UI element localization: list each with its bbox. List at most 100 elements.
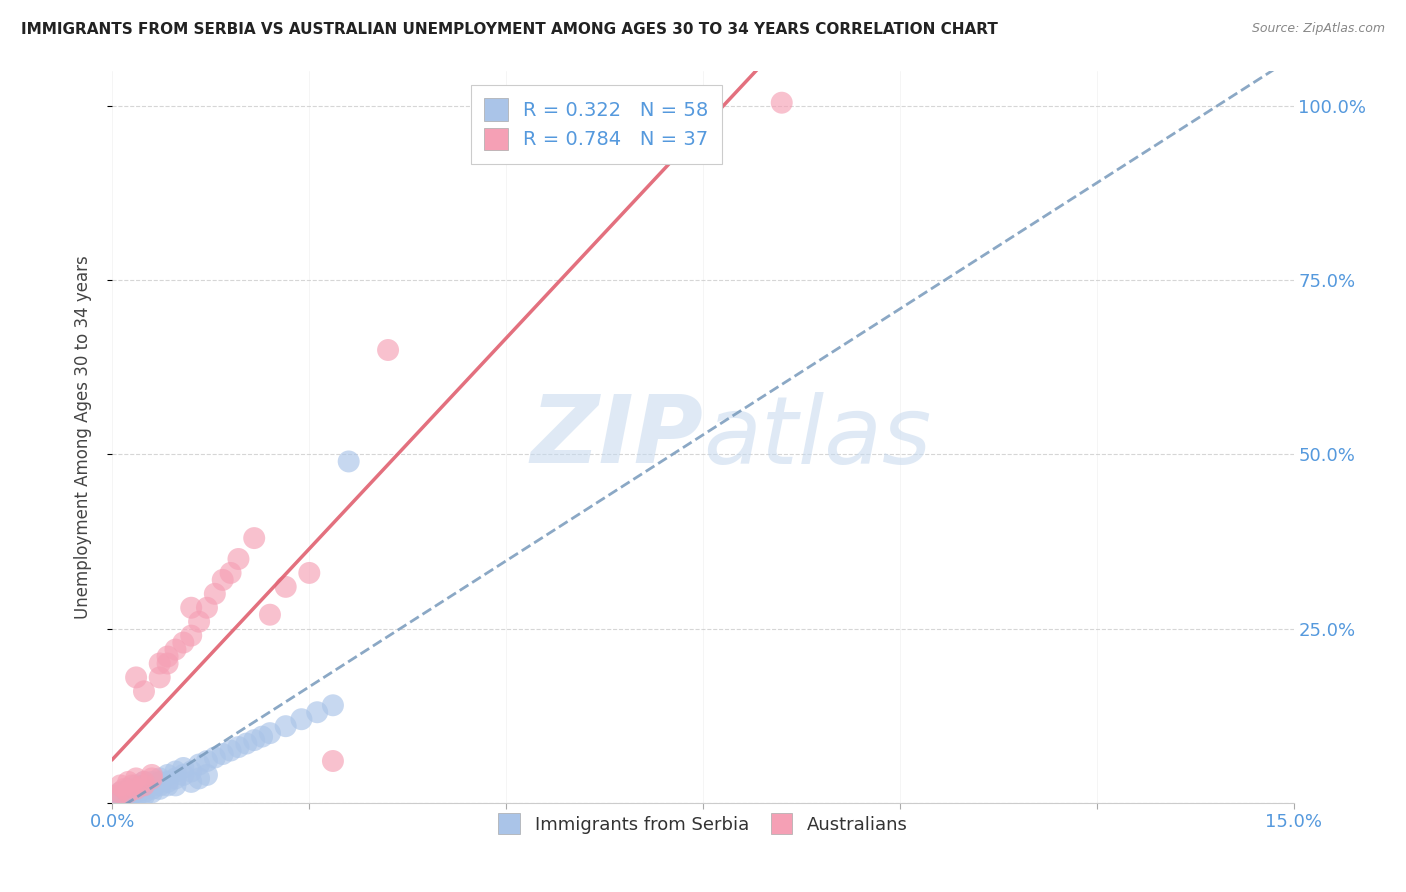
- Point: [165, 778, 187, 792]
- Point: [132, 778, 155, 792]
- Point: [165, 642, 187, 657]
- Point: [149, 778, 172, 792]
- Point: [132, 785, 155, 799]
- Point: [121, 783, 143, 797]
- Point: [180, 600, 202, 615]
- Point: [188, 757, 211, 772]
- Point: [770, 95, 793, 110]
- Point: [188, 772, 211, 786]
- Point: [112, 790, 135, 805]
- Point: [149, 775, 172, 789]
- Point: [117, 785, 139, 799]
- Point: [180, 775, 202, 789]
- Point: [125, 778, 148, 792]
- Point: [298, 566, 321, 580]
- Point: [112, 788, 135, 802]
- Point: [290, 712, 312, 726]
- Point: [274, 580, 297, 594]
- Point: [172, 761, 194, 775]
- Point: [211, 747, 233, 761]
- Point: [149, 670, 172, 684]
- Point: [125, 790, 148, 805]
- Point: [180, 764, 202, 779]
- Point: [377, 343, 399, 357]
- Point: [228, 740, 250, 755]
- Point: [141, 778, 163, 792]
- Point: [129, 780, 152, 795]
- Point: [117, 792, 139, 806]
- Point: [195, 768, 218, 782]
- Point: [125, 772, 148, 786]
- Point: [243, 531, 266, 545]
- Point: [110, 778, 132, 792]
- Point: [156, 775, 179, 789]
- Point: [141, 768, 163, 782]
- Point: [149, 657, 172, 671]
- Point: [243, 733, 266, 747]
- Text: IMMIGRANTS FROM SERBIA VS AUSTRALIAN UNEMPLOYMENT AMONG AGES 30 TO 34 YEARS CORR: IMMIGRANTS FROM SERBIA VS AUSTRALIAN UNE…: [21, 22, 998, 37]
- Point: [132, 781, 155, 796]
- Point: [125, 781, 148, 796]
- Text: Source: ZipAtlas.com: Source: ZipAtlas.com: [1251, 22, 1385, 36]
- Point: [125, 670, 148, 684]
- Point: [195, 754, 218, 768]
- Point: [149, 772, 172, 786]
- Point: [132, 775, 155, 789]
- Point: [132, 684, 155, 698]
- Point: [259, 726, 281, 740]
- Point: [204, 587, 226, 601]
- Point: [692, 95, 714, 110]
- Point: [121, 778, 143, 792]
- Point: [132, 778, 155, 792]
- Point: [132, 789, 155, 803]
- Point: [156, 768, 179, 782]
- Point: [337, 454, 360, 468]
- Point: [141, 781, 163, 796]
- Point: [105, 789, 128, 803]
- Point: [235, 737, 257, 751]
- Point: [141, 785, 163, 799]
- Point: [228, 552, 250, 566]
- Point: [156, 778, 179, 792]
- Point: [274, 719, 297, 733]
- Point: [165, 772, 187, 786]
- Point: [112, 781, 135, 796]
- Point: [121, 788, 143, 802]
- Point: [110, 785, 132, 799]
- Point: [117, 789, 139, 803]
- Text: atlas: atlas: [703, 392, 931, 483]
- Point: [125, 781, 148, 796]
- Y-axis label: Unemployment Among Ages 30 to 34 years: Unemployment Among Ages 30 to 34 years: [73, 255, 91, 619]
- Point: [141, 775, 163, 789]
- Point: [149, 781, 172, 796]
- Point: [322, 698, 344, 713]
- Point: [117, 775, 139, 789]
- Text: ZIP: ZIP: [530, 391, 703, 483]
- Point: [219, 566, 242, 580]
- Point: [141, 772, 163, 786]
- Point: [188, 615, 211, 629]
- Point: [195, 600, 218, 615]
- Point: [125, 785, 148, 799]
- Point: [132, 775, 155, 789]
- Point: [117, 781, 139, 796]
- Point: [172, 768, 194, 782]
- Point: [110, 789, 132, 803]
- Legend: Immigrants from Serbia, Australians: Immigrants from Serbia, Australians: [491, 806, 915, 841]
- Point: [259, 607, 281, 622]
- Point: [211, 573, 233, 587]
- Point: [110, 785, 132, 799]
- Point: [250, 730, 273, 744]
- Point: [172, 635, 194, 649]
- Point: [156, 649, 179, 664]
- Point: [165, 764, 187, 779]
- Point: [156, 657, 179, 671]
- Point: [204, 750, 226, 764]
- Point: [307, 705, 329, 719]
- Point: [322, 754, 344, 768]
- Point: [110, 792, 132, 806]
- Point: [117, 785, 139, 799]
- Point: [180, 629, 202, 643]
- Point: [219, 743, 242, 757]
- Point: [129, 783, 152, 797]
